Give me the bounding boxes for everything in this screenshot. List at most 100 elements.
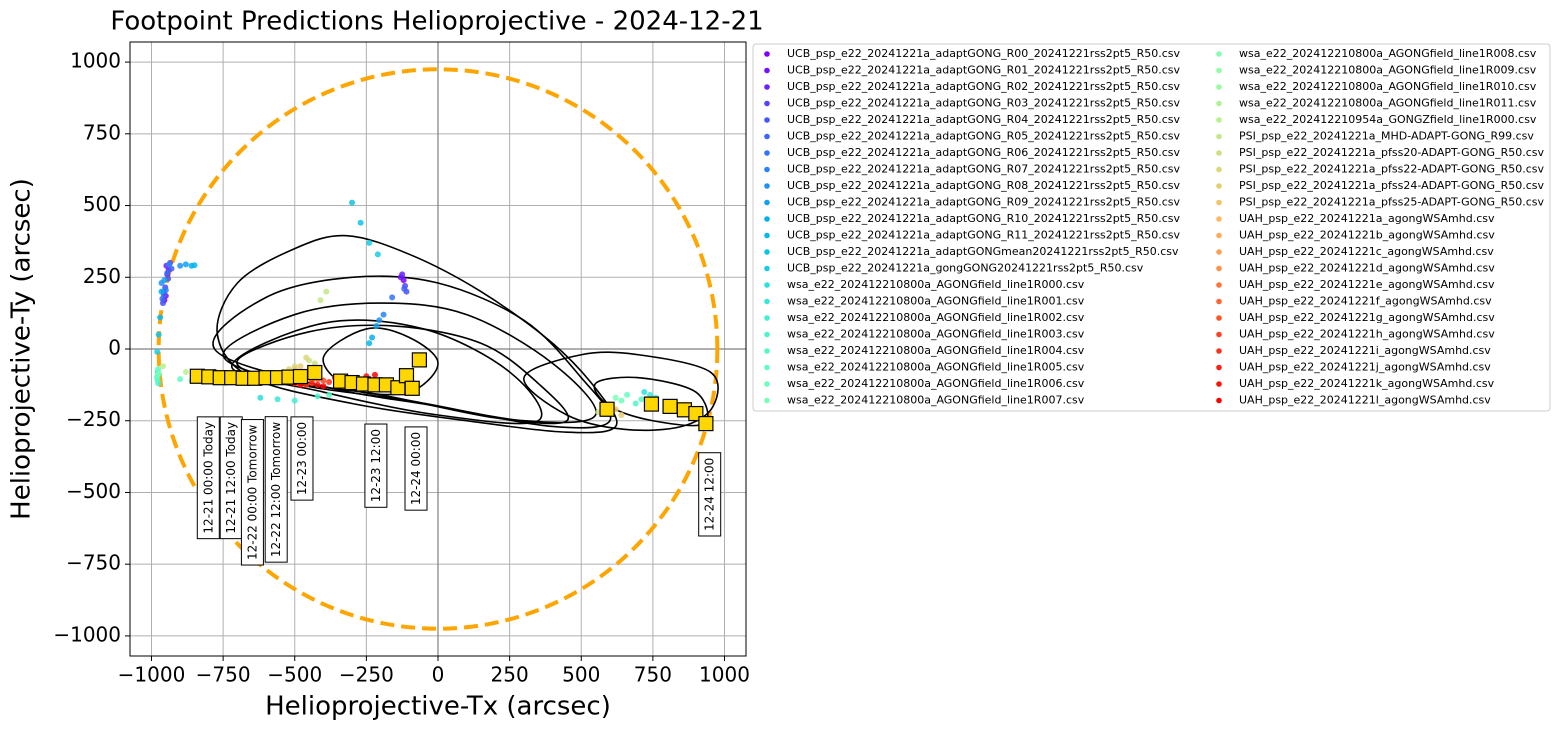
legend-marker [764, 282, 770, 288]
legend-marker [764, 183, 770, 189]
legend-marker [1216, 249, 1222, 255]
y-tick-label: −250 [66, 407, 121, 431]
scatter-point [389, 294, 396, 301]
x-tick-label: 750 [634, 663, 672, 687]
legend-label: UCB_psp_e22_20241221a_adaptGONG_R01_2024… [787, 64, 1180, 77]
scatter-point [323, 288, 330, 295]
legend-marker [764, 117, 770, 123]
legend-label: PSI_psp_e22_20241221a_pfss20-ADAPT-GONG_… [1239, 146, 1544, 159]
legend-marker [764, 249, 770, 255]
footpoint-marker [643, 396, 660, 412]
scatter-point [624, 391, 631, 398]
legend-label: UAH_psp_e22_20241221e_agongWSAmhd.csv [1239, 278, 1495, 291]
scatter-point [618, 397, 625, 404]
annotation-box [404, 426, 428, 511]
x-tick-label: −250 [339, 663, 394, 687]
legend-marker [1216, 348, 1222, 354]
legend-label: UCB_psp_e22_20241221a_adaptGONG_R04_2024… [787, 113, 1180, 126]
legend-marker [1216, 216, 1222, 222]
legend-marker [1216, 364, 1222, 371]
legend-label: UCB_psp_e22_20241221a_adaptGONG_R05_2024… [787, 130, 1180, 143]
scatter-point [159, 295, 166, 302]
legend-marker [1216, 232, 1222, 239]
annotations: 12-21 00:00 Today 12-21 12:00 Today 12-22 … [196, 416, 722, 566]
plot-area [154, 67, 720, 631]
legend-marker [764, 348, 770, 354]
y-tick-label: 0 [108, 336, 121, 360]
legend-marker [1216, 150, 1222, 156]
footpoint-marker [599, 401, 615, 417]
legend-label: UAH_psp_e22_20241221i_agongWSAmhd.csv [1239, 344, 1491, 357]
footpoint-marker [404, 380, 420, 396]
scatter-point [164, 269, 171, 276]
legend-marker [1216, 397, 1222, 404]
legend-label: UAH_psp_e22_20241221g_agongWSAmhd.csv [1239, 311, 1495, 324]
scatter-point [182, 261, 189, 268]
annotation-box [196, 416, 220, 540]
legend-label: UAH_psp_e22_20241221b_agongWSAmhd.csv [1239, 229, 1495, 242]
footpoint-marker [698, 415, 714, 432]
annotation-box [264, 416, 288, 563]
legend-marker [764, 298, 770, 305]
legend-marker [1216, 67, 1222, 74]
x-tick-label: 0 [432, 663, 445, 687]
scatter-point [371, 371, 378, 378]
legend-marker [764, 364, 770, 371]
scatter-point [177, 262, 184, 269]
legend-label: UAH_psp_e22_20241221a_agongWSAmhd.csv [1239, 212, 1495, 225]
scatter-point [641, 389, 648, 396]
scatter-point [182, 368, 189, 375]
legend-marker [1216, 133, 1222, 140]
legend-marker [1216, 298, 1222, 305]
scatter-point [401, 285, 408, 292]
field-line [523, 351, 719, 432]
legend-marker [764, 232, 770, 239]
scatter-point [326, 391, 333, 398]
legend-marker [1216, 166, 1222, 173]
scatter-point [154, 348, 161, 355]
scatter-point [366, 340, 373, 347]
legend-marker [1216, 51, 1222, 57]
legend-marker [764, 67, 770, 74]
legend-label: UCB_psp_e22_20241221a_adaptGONG_R06_2024… [787, 146, 1180, 159]
legend-label: wsa_e22_202412210800a_AGONGfield_line1R0… [787, 394, 1085, 407]
scatter-point [154, 377, 161, 384]
legend-marker [764, 51, 770, 57]
y-tick-label: −1000 [53, 622, 121, 646]
scatter-point [612, 394, 619, 401]
y-tick-label: 250 [83, 264, 121, 288]
legend-label: UCB_psp_e22_20241221a_adaptGONG_R11_2024… [787, 229, 1180, 242]
scatter-point [166, 261, 173, 268]
scatter-point [376, 317, 383, 324]
legend: UCB_psp_e22_20241221a_adaptGONG_R00_2024… [752, 43, 1551, 412]
legend-label: UCB_psp_e22_20241221a_adaptGONG_R02_2024… [787, 80, 1180, 93]
legend-label: UCB_psp_e22_20241221a_adaptGONG_R08_2024… [787, 179, 1180, 192]
legend-label: UCB_psp_e22_20241221a_adaptGONG_R03_2024… [787, 97, 1180, 110]
legend-label: wsa_e22_202412210800a_AGONGfield_line1R0… [787, 344, 1085, 357]
annotation-label: 12-21 12:00 Today [224, 422, 238, 534]
scatter-point [632, 400, 639, 407]
legend-label: UAH_psp_e22_20241221d_agongWSAmhd.csv [1239, 262, 1495, 275]
legend-label: wsa_e22_202412210800a_AGONGfield_line1R0… [787, 361, 1085, 374]
scatter-point [369, 334, 376, 341]
legend-label: PSI_psp_e22_20241221a_pfss25-ADAPT-GONG_… [1239, 196, 1544, 209]
legend-marker [764, 100, 770, 107]
legend-label: wsa_e22_202412210800a_AGONGfield_line1R0… [787, 295, 1085, 308]
legend-marker [1216, 199, 1222, 206]
legend-label: wsa_e22_202412210800a_AGONGfield_line1R0… [787, 278, 1085, 291]
scatter-point [311, 360, 318, 367]
annotation-box [364, 423, 388, 508]
scatter-point [357, 219, 364, 226]
legend-marker [764, 331, 770, 338]
scatter-point [157, 314, 164, 321]
scatter-point [314, 381, 321, 388]
legend-marker [1216, 315, 1222, 321]
x-tick-label: 1000 [699, 663, 750, 687]
legend-marker [764, 397, 770, 404]
legend-label: wsa_e22_202412210954a_GONGZfield_line1R0… [1239, 113, 1537, 126]
annotation-label: 12-23 12:00 [369, 429, 383, 502]
chart-title: Footpoint Predictions Helioprojective - … [110, 7, 763, 37]
scatter-point [366, 239, 373, 246]
x-axis-label: Helioprojective-Tx (arcsec) [265, 692, 611, 722]
footpoint-marker [662, 398, 678, 414]
